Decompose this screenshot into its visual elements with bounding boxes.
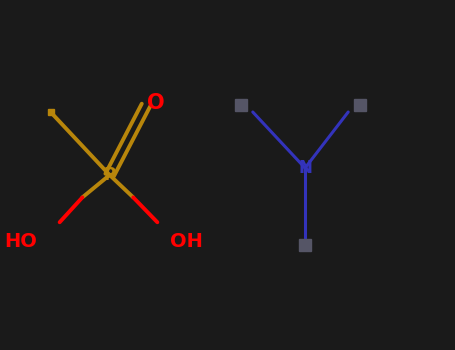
Text: P: P xyxy=(104,166,116,184)
Text: HO: HO xyxy=(5,232,37,251)
Text: OH: OH xyxy=(170,232,202,251)
Text: O: O xyxy=(147,93,165,113)
Text: N: N xyxy=(298,159,312,177)
